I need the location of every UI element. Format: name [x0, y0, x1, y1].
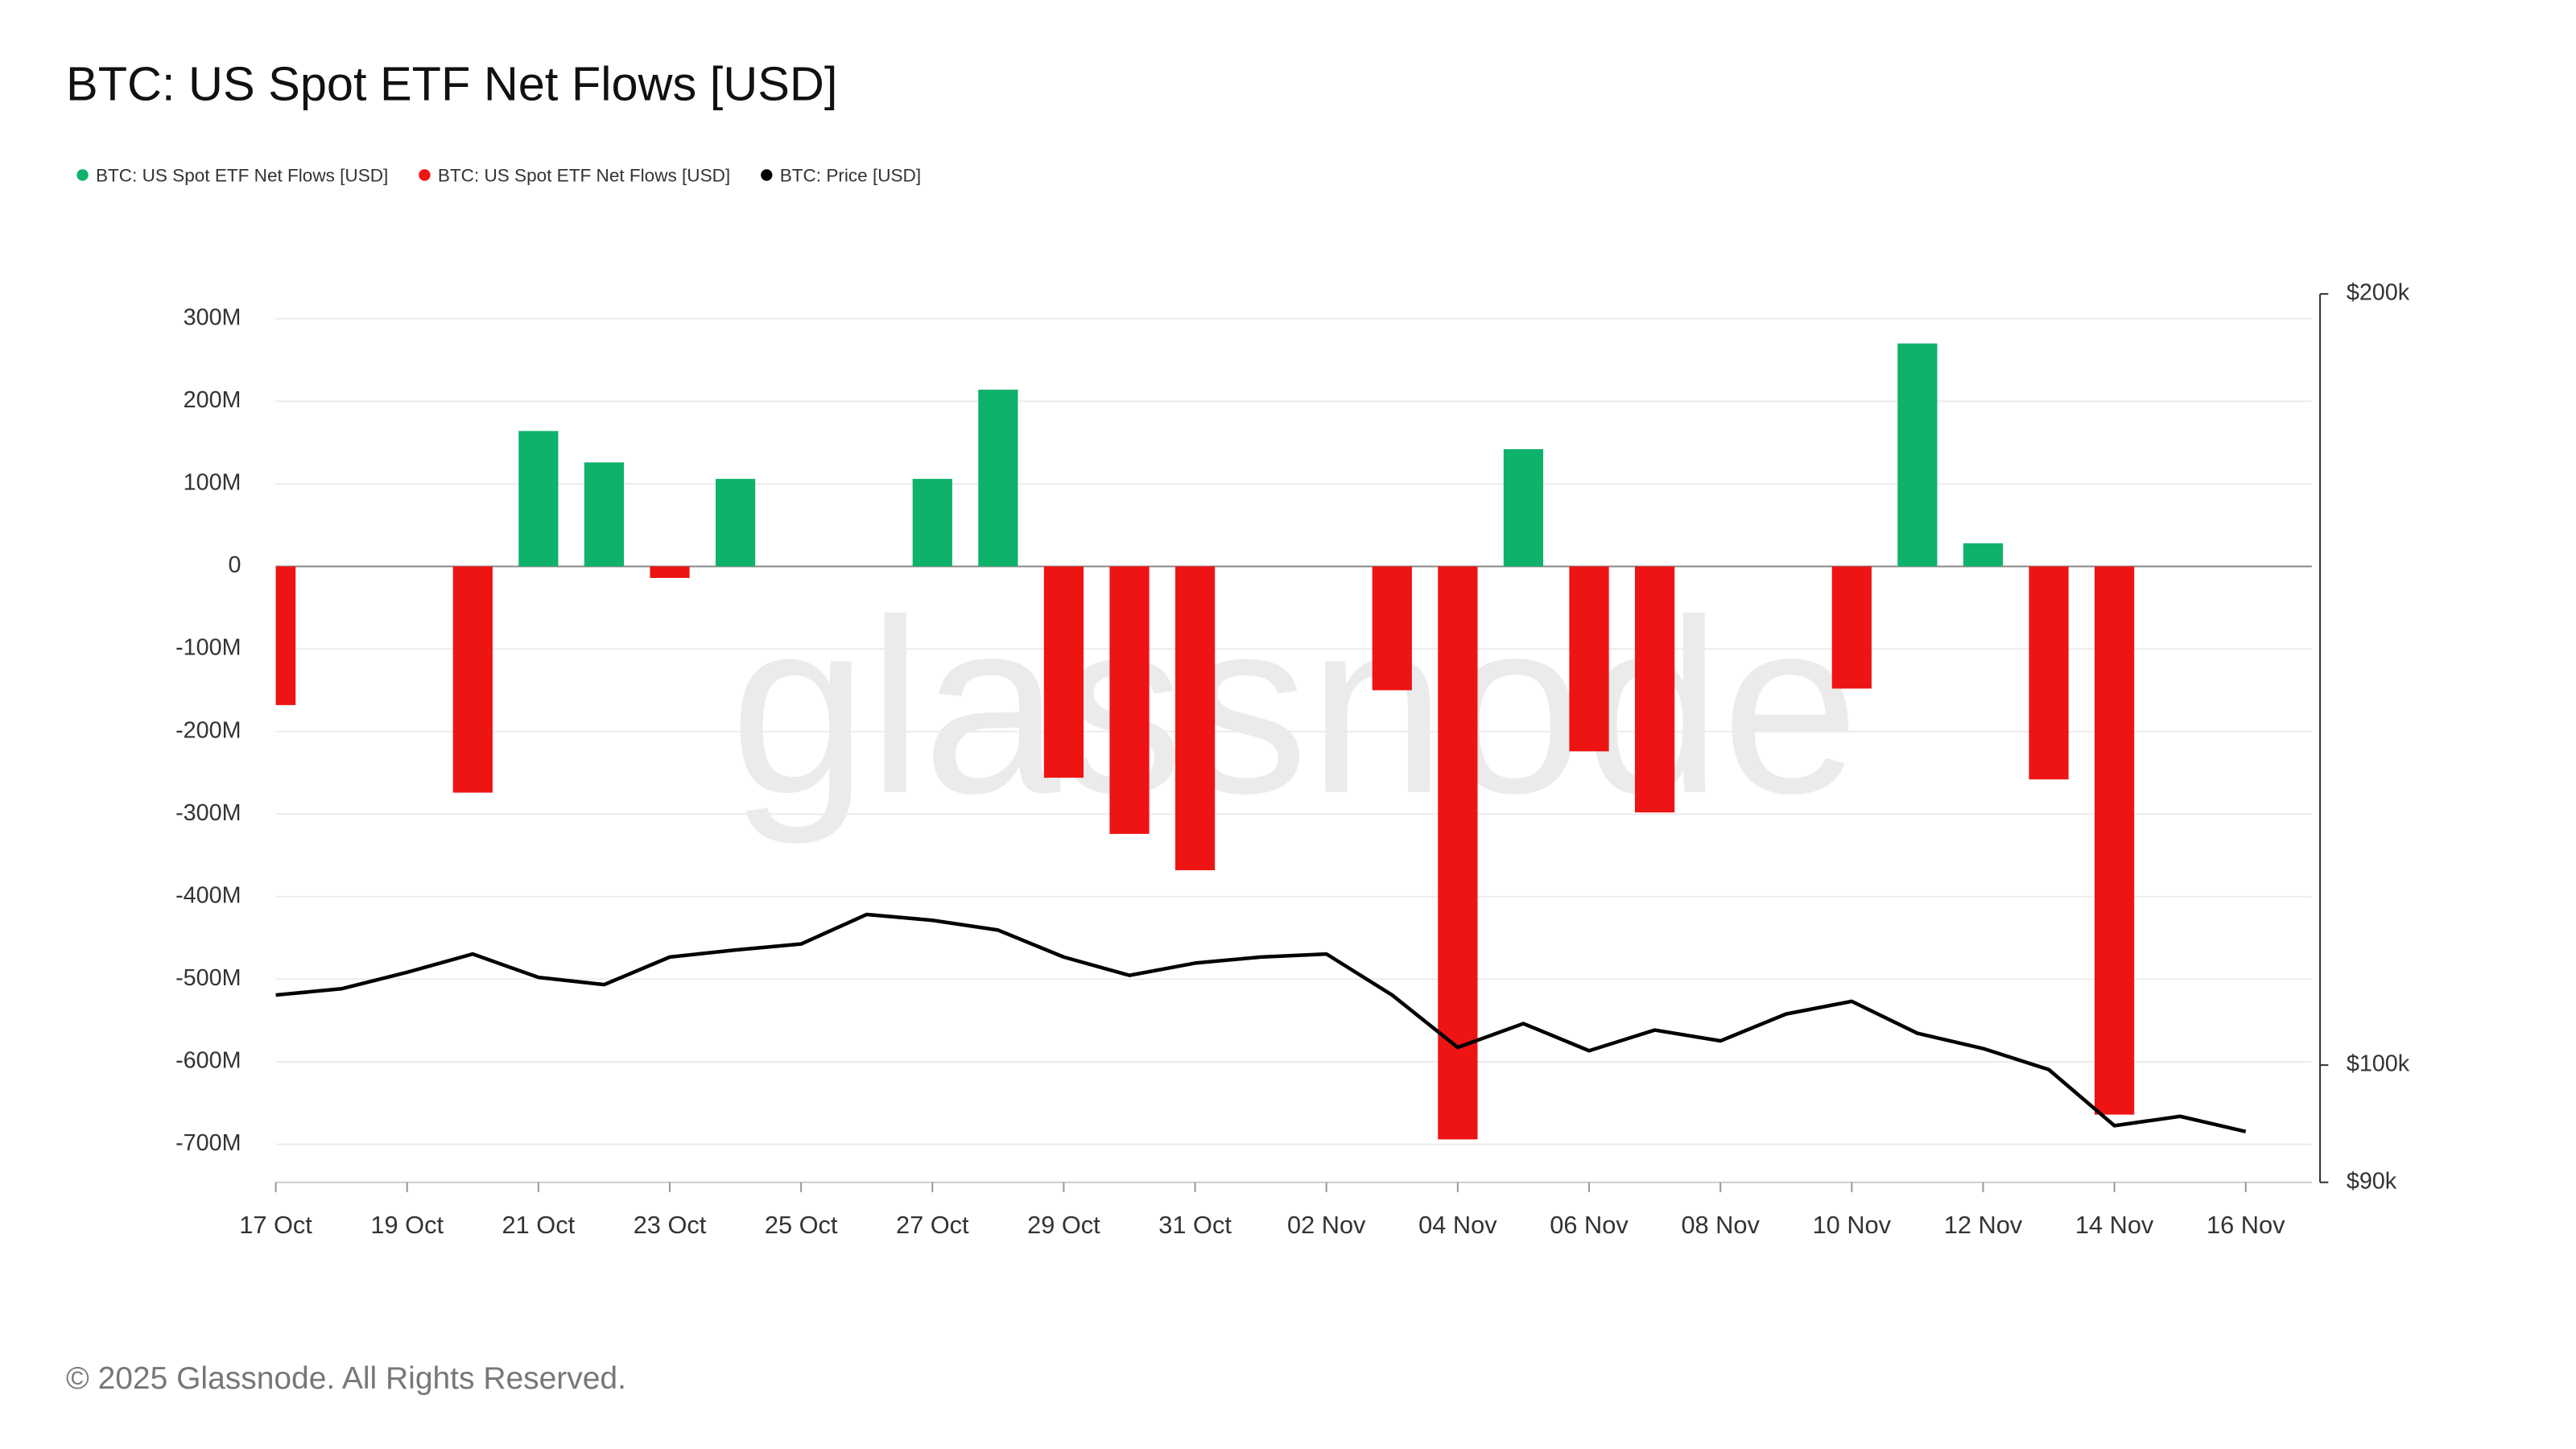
bar	[1503, 448, 1544, 567]
price-line	[275, 912, 2247, 1133]
bar	[1174, 566, 1216, 871]
x-tick-label: 04 Nov	[1418, 1211, 1497, 1239]
x-tick-label: 06 Nov	[1550, 1211, 1629, 1239]
bar	[584, 462, 625, 567]
bar	[1043, 566, 1084, 778]
bar	[2094, 566, 2135, 1115]
legend-marker	[76, 169, 89, 181]
y2-tick-label: $90k	[2347, 1168, 2397, 1194]
x-tick-label: 31 Oct	[1158, 1211, 1232, 1239]
y-tick-label: 100M	[184, 470, 242, 496]
y2-tick-label: $100k	[2347, 1051, 2410, 1077]
x-tick-label: 23 Oct	[634, 1211, 707, 1239]
x-tick-label: 10 Nov	[1813, 1211, 1892, 1239]
bar	[912, 478, 952, 567]
x-tick-label: 02 Nov	[1287, 1211, 1366, 1239]
y-tick-label: -500M	[175, 965, 241, 991]
y-tick-label: -700M	[175, 1130, 241, 1156]
bar	[1831, 566, 1872, 689]
chart-title: BTC: US Spot ETF Net Flows [USD]	[66, 56, 837, 110]
legend-marker	[761, 169, 773, 181]
bar	[1569, 566, 1609, 752]
y-tick-label: 300M	[184, 304, 242, 330]
y-tick-label: -600M	[175, 1048, 241, 1074]
x-tick-label: 25 Oct	[765, 1211, 838, 1239]
x-tick-label: 21 Oct	[502, 1211, 576, 1239]
x-tick-label: 14 Nov	[2075, 1211, 2154, 1239]
bar	[452, 566, 493, 793]
x-tick-label: 08 Nov	[1681, 1211, 1760, 1239]
legend-marker	[419, 169, 431, 181]
plot: 300M 200M 100M 0 -100M -200M -300M -400M -500M -6…	[76, 165, 2410, 1239]
x-tick-label: 12 Nov	[1944, 1211, 2023, 1239]
x-tick-label: 17 Oct	[239, 1211, 312, 1239]
bar	[1963, 543, 2004, 567]
x-tick-label: 16 Nov	[2207, 1211, 2285, 1239]
bar	[2029, 566, 2069, 780]
y-tick-label: -300M	[175, 800, 241, 826]
bar	[1372, 566, 1412, 691]
bar	[1897, 343, 1938, 567]
bar	[1109, 566, 1150, 834]
x-tick-label: 29 Oct	[1027, 1211, 1100, 1239]
watermark: glassnode	[730, 568, 1860, 846]
x-tick-label: 27 Oct	[896, 1211, 969, 1239]
bar	[1438, 566, 1478, 1140]
y-tick-label: -100M	[175, 635, 241, 661]
bar	[1634, 566, 1675, 813]
y-tick-label: 200M	[184, 387, 242, 413]
y-tick-label: 0	[229, 552, 242, 578]
y-tick-label: -400M	[175, 882, 241, 908]
bar	[715, 478, 756, 567]
legend-label: BTC: Price [USD]	[780, 165, 921, 185]
bar	[650, 566, 690, 578]
footer: © 2025 Glassnode. All Rights Reserved.	[66, 1361, 626, 1396]
x-tick-label: 19 Oct	[370, 1211, 444, 1239]
legend-label: BTC: US Spot ETF Net Flows [USD]	[438, 165, 730, 185]
y-tick-label: -200M	[175, 717, 241, 743]
bar	[978, 390, 1018, 567]
y2-tick-label: $200k	[2347, 280, 2410, 306]
bar	[518, 431, 559, 567]
legend-label: BTC: US Spot ETF Net Flows [USD]	[96, 165, 388, 185]
bar	[275, 566, 296, 705]
